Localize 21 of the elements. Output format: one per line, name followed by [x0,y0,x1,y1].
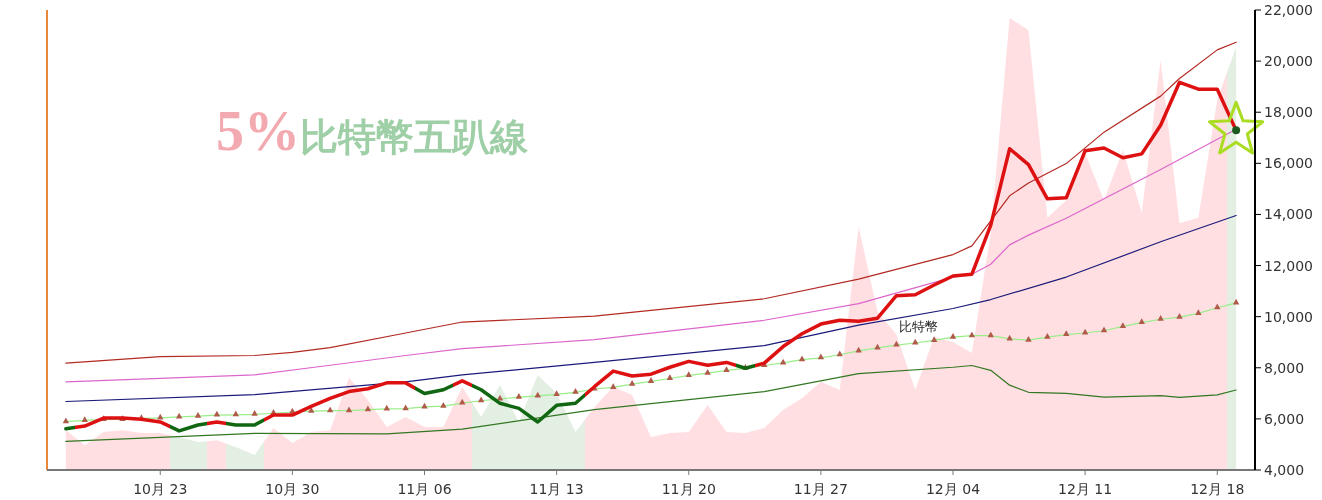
annotation: 比特幣 [898,319,938,334]
y-tick-label: 10,000 [1264,308,1313,325]
x-tick-label: 11月 27 [793,481,848,497]
x-tick-label: 10月 30 [265,481,320,497]
x-tick-label: 12月 11 [1058,481,1113,497]
y-tick-label: 6,000 [1264,410,1305,427]
y-tick-label: 20,000 [1264,53,1313,70]
x-tick-label: 11月 20 [661,481,716,497]
x-tick-label: 11月 13 [529,481,584,497]
y-tick-label: 18,000 [1264,104,1313,121]
x-tick-label: 12月 04 [925,481,981,497]
text: 5%比特幣五趴線 [216,100,529,162]
y-tick-label: 14,000 [1264,206,1313,223]
y-tick-label: 12,000 [1264,257,1313,274]
x-tick-label: 12月 18 [1190,481,1245,497]
y-tick-label: 4,000 [1264,462,1305,478]
x-tick-label: 10月 23 [133,481,188,497]
x-tick-label: 11月 06 [397,481,452,497]
y-tick-label: 16,000 [1264,155,1313,172]
y-tick-label: 8,000 [1264,359,1305,376]
y-tick-label: 22,000 [1264,2,1313,18]
